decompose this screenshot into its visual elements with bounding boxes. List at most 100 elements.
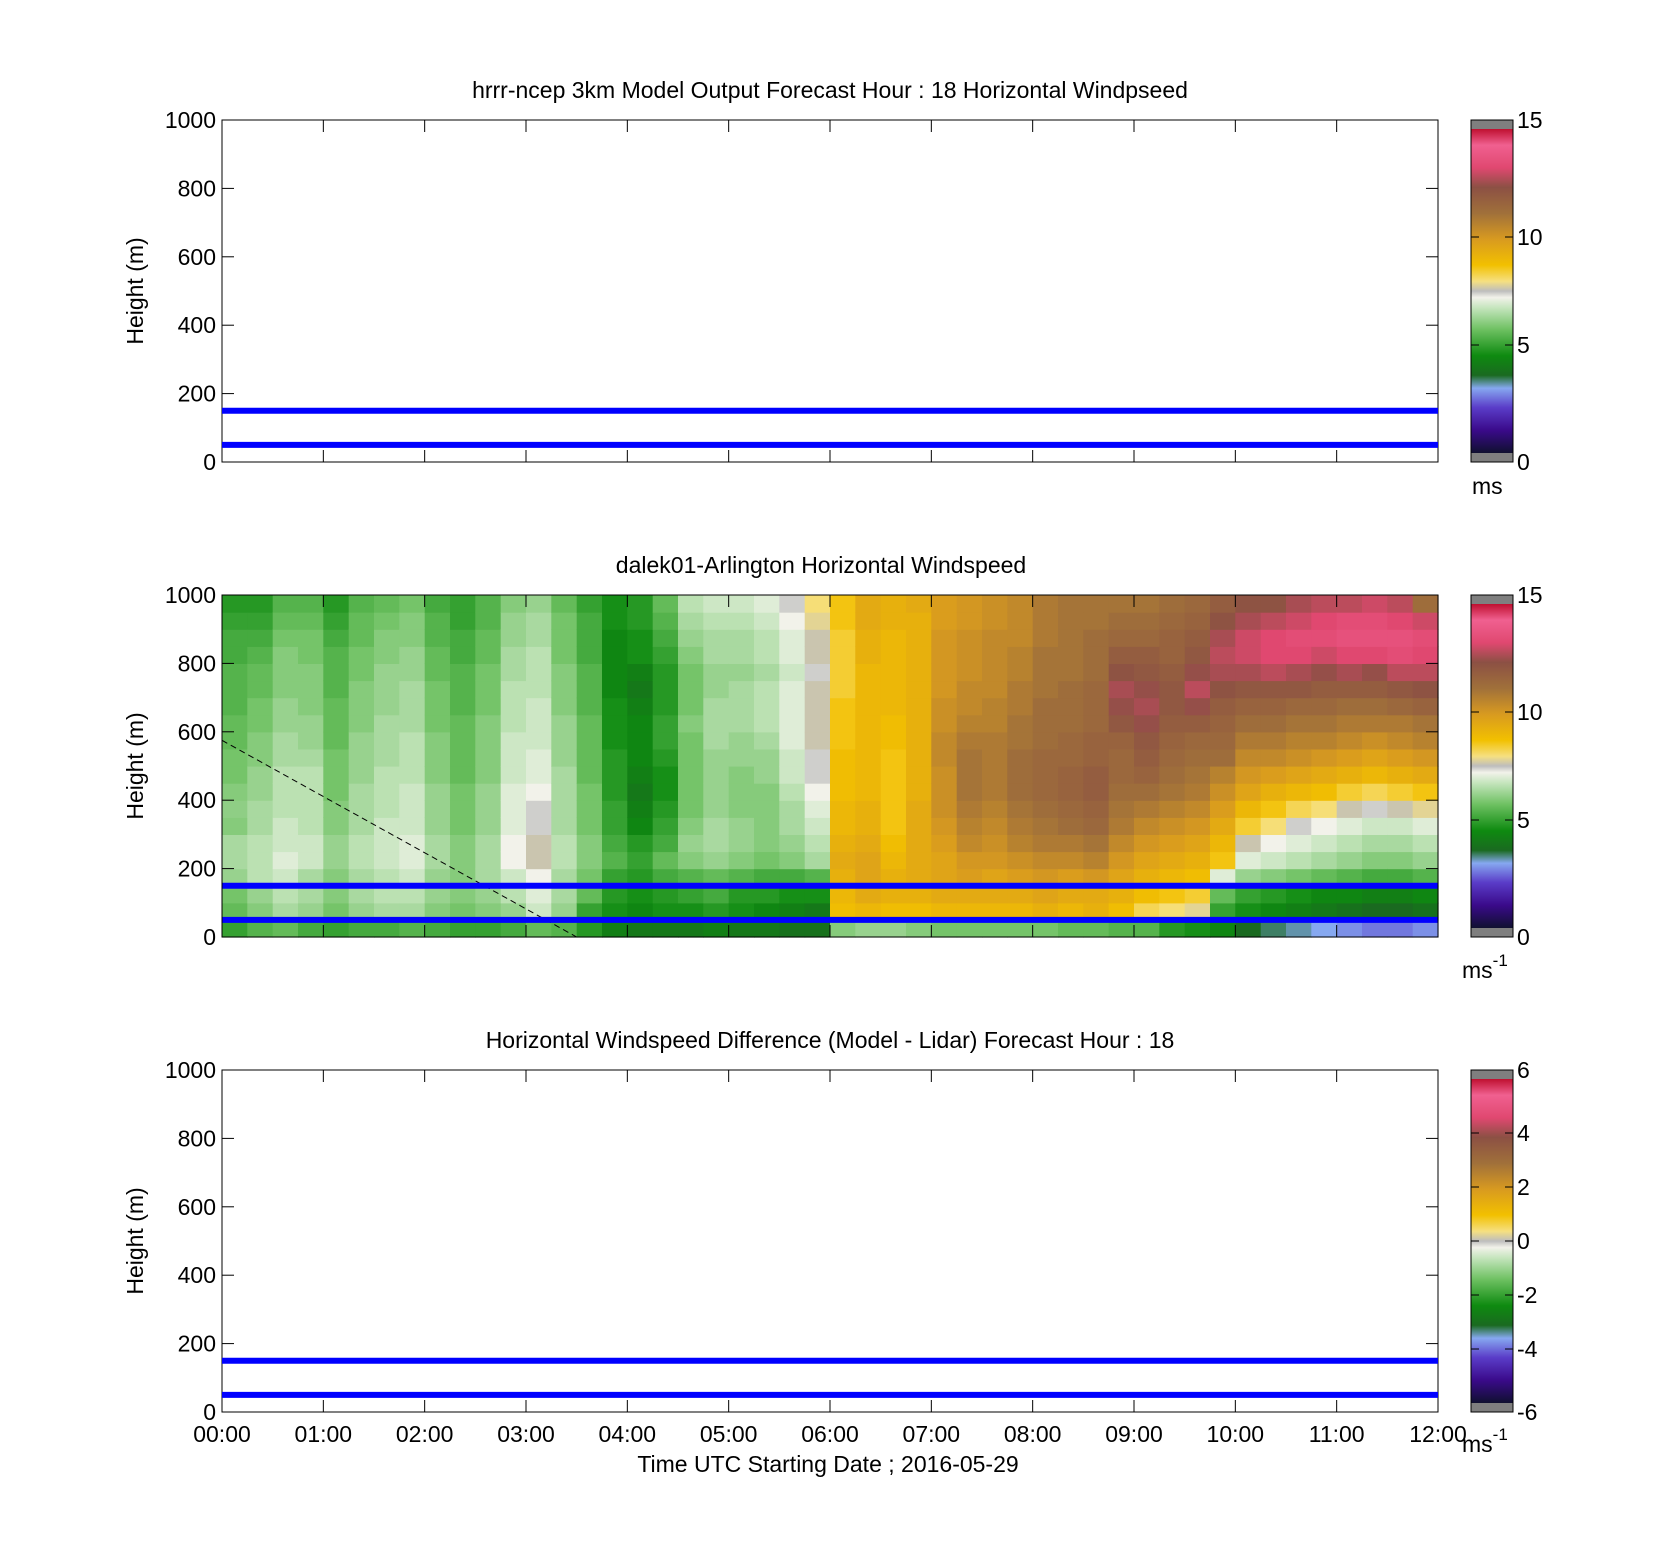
- heatmap-cell: [1159, 800, 1186, 818]
- heatmap-cell: [602, 834, 628, 853]
- heatmap-cell: [779, 663, 806, 682]
- heatmap-cell: [1032, 714, 1059, 733]
- heatmap-cell: [348, 663, 375, 682]
- heatmap-cell: [222, 680, 248, 699]
- heatmap-cell: [779, 680, 806, 699]
- heatmap-cell: [1286, 714, 1312, 733]
- heatmap-cell: [906, 697, 932, 716]
- heatmap-cell: [1058, 714, 1084, 733]
- heatmap-cell: [880, 885, 907, 904]
- heatmap-cell: [475, 697, 502, 716]
- heatmap-cell: [678, 595, 704, 613]
- heatmap-cell: [1362, 919, 1388, 938]
- heatmap-cell: [374, 731, 400, 750]
- heatmap-cell: [804, 885, 831, 904]
- heatmap-cell: [627, 868, 654, 887]
- heatmap-cell: [475, 748, 502, 767]
- heatmap-cell: [956, 885, 983, 904]
- heatmap-cell: [627, 766, 654, 784]
- heatmap-cell: [1387, 834, 1414, 853]
- x-tick-label: 11:00: [1309, 1421, 1365, 1447]
- heatmap-cell: [1260, 800, 1287, 818]
- colorbar-low-cap: [1471, 453, 1513, 462]
- heatmap-cell: [602, 800, 628, 818]
- heatmap-cell: [880, 800, 907, 818]
- heatmap-cell: [500, 714, 527, 733]
- heatmap-cell: [855, 800, 882, 818]
- colorbar-high-cap: [1471, 120, 1513, 129]
- heatmap-cell: [348, 629, 375, 647]
- heatmap-cell: [1007, 868, 1034, 887]
- heatmap-cell: [576, 868, 603, 887]
- heatmap-cell: [323, 834, 350, 853]
- heatmap-cell: [576, 817, 603, 835]
- heatmap-cell: [1032, 612, 1059, 630]
- x-tick-label: 08:00: [1004, 1421, 1062, 1447]
- heatmap-cell: [931, 697, 958, 716]
- heatmap-cell: [1032, 680, 1059, 699]
- heatmap-cell: [880, 646, 907, 664]
- heatmap-cell: [526, 783, 552, 801]
- heatmap-cell: [627, 919, 654, 938]
- heatmap-cell: [1159, 714, 1186, 733]
- heatmap-cell: [1210, 612, 1236, 630]
- heatmap-cell: [1235, 629, 1262, 647]
- heatmap-cell: [247, 885, 274, 904]
- heatmap-cell: [931, 646, 958, 664]
- heatmap-cell: [982, 851, 1008, 870]
- heatmap-cell: [830, 646, 856, 664]
- heatmap-cell: [982, 919, 1008, 938]
- heatmap-cell: [424, 714, 451, 733]
- heatmap-cell: [855, 595, 882, 613]
- heatmap-cell: [1134, 851, 1160, 870]
- heatmap-cell: [1286, 800, 1312, 818]
- y-tick-label: 400: [178, 312, 216, 338]
- heatmap-cell: [982, 646, 1008, 664]
- heatmap-cell: [475, 868, 502, 887]
- colorbar-frame: [1470, 119, 1514, 463]
- heatmap-cell: [703, 612, 730, 630]
- heatmap-cell: [1362, 629, 1388, 647]
- heatmap-cell: [1286, 629, 1312, 647]
- heatmap-cell: [298, 800, 324, 818]
- heatmap-cell: [804, 783, 831, 801]
- heatmap-cell: [323, 697, 350, 716]
- heatmap-cell: [450, 817, 476, 835]
- heatmap-cell: [1387, 919, 1414, 938]
- heatmap-cell: [956, 714, 983, 733]
- heatmap-cell: [982, 663, 1008, 682]
- heatmap-cell: [1134, 646, 1160, 664]
- heatmap-cell: [602, 902, 628, 921]
- heatmap-cell: [298, 714, 324, 733]
- heatmap-cell: [450, 885, 476, 904]
- heatmap-cell: [804, 902, 831, 921]
- heatmap-cell: [754, 800, 780, 818]
- heatmap-cell: [652, 680, 679, 699]
- heatmap-cell: [982, 680, 1008, 699]
- heatmap-cell: [1083, 629, 1110, 647]
- heatmap-cell: [627, 800, 654, 818]
- heatmap-cell: [830, 766, 856, 784]
- heatmap-cell: [424, 817, 451, 835]
- heatmap-cell: [1260, 834, 1287, 853]
- heatmap-cell: [652, 800, 679, 818]
- heatmap-cell: [982, 748, 1008, 767]
- heatmap-cell: [931, 902, 958, 921]
- heatmap-cell: [754, 766, 780, 784]
- heatmap-cell: [500, 919, 527, 938]
- heatmap-cell: [906, 748, 932, 767]
- panel-difference-colorbar: -6 -4 -2 0 2 4 6 ms-1: [1462, 1057, 1538, 1457]
- heatmap-cell: [272, 800, 299, 818]
- heatmap-cell: [298, 629, 324, 647]
- heatmap-cell: [982, 766, 1008, 784]
- heatmap-cell: [1032, 766, 1059, 784]
- heatmap-cell: [323, 714, 350, 733]
- heatmap-cell: [272, 663, 299, 682]
- heatmap-cell: [627, 731, 654, 750]
- heatmap-cell: [1311, 663, 1338, 682]
- heatmap-cell: [272, 680, 299, 699]
- heatmap-cell: [956, 919, 983, 938]
- heatmap-cell: [906, 851, 932, 870]
- colorbar-unit: ms-1: [1462, 951, 1508, 983]
- heatmap-cell: [830, 902, 856, 921]
